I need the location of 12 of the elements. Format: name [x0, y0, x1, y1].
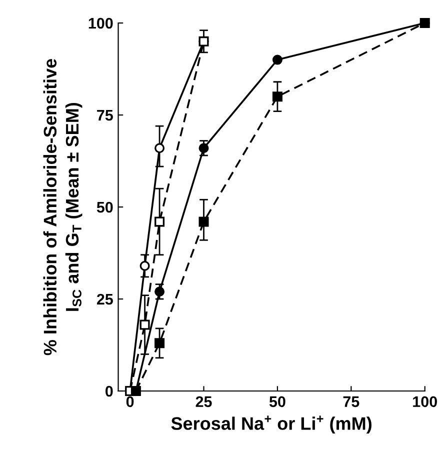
y-tick-label: 0: [106, 386, 113, 397]
y-tick-label: 100: [88, 18, 113, 29]
x-tick-label: 50: [269, 396, 286, 408]
x-axis-title: Serosal Na$^{+}$ or Li$^{+}$ (mM): [171, 416, 372, 434]
x-tick-label: 25: [196, 396, 212, 408]
x-tick-label: 0: [126, 396, 134, 408]
y-tick-label: 25: [96, 294, 113, 305]
x-tick-label: 75: [343, 396, 360, 408]
y-tick-label: 75: [97, 110, 113, 121]
y-axis-title: % Inhibition of Amiloride-Sensitive I$_{SC}$ and G$_{T}$ (Mean ± SEM): [43, 58, 82, 356]
y-tick-label: 50: [96, 202, 113, 213]
x-tick-label: 100: [413, 396, 437, 408]
